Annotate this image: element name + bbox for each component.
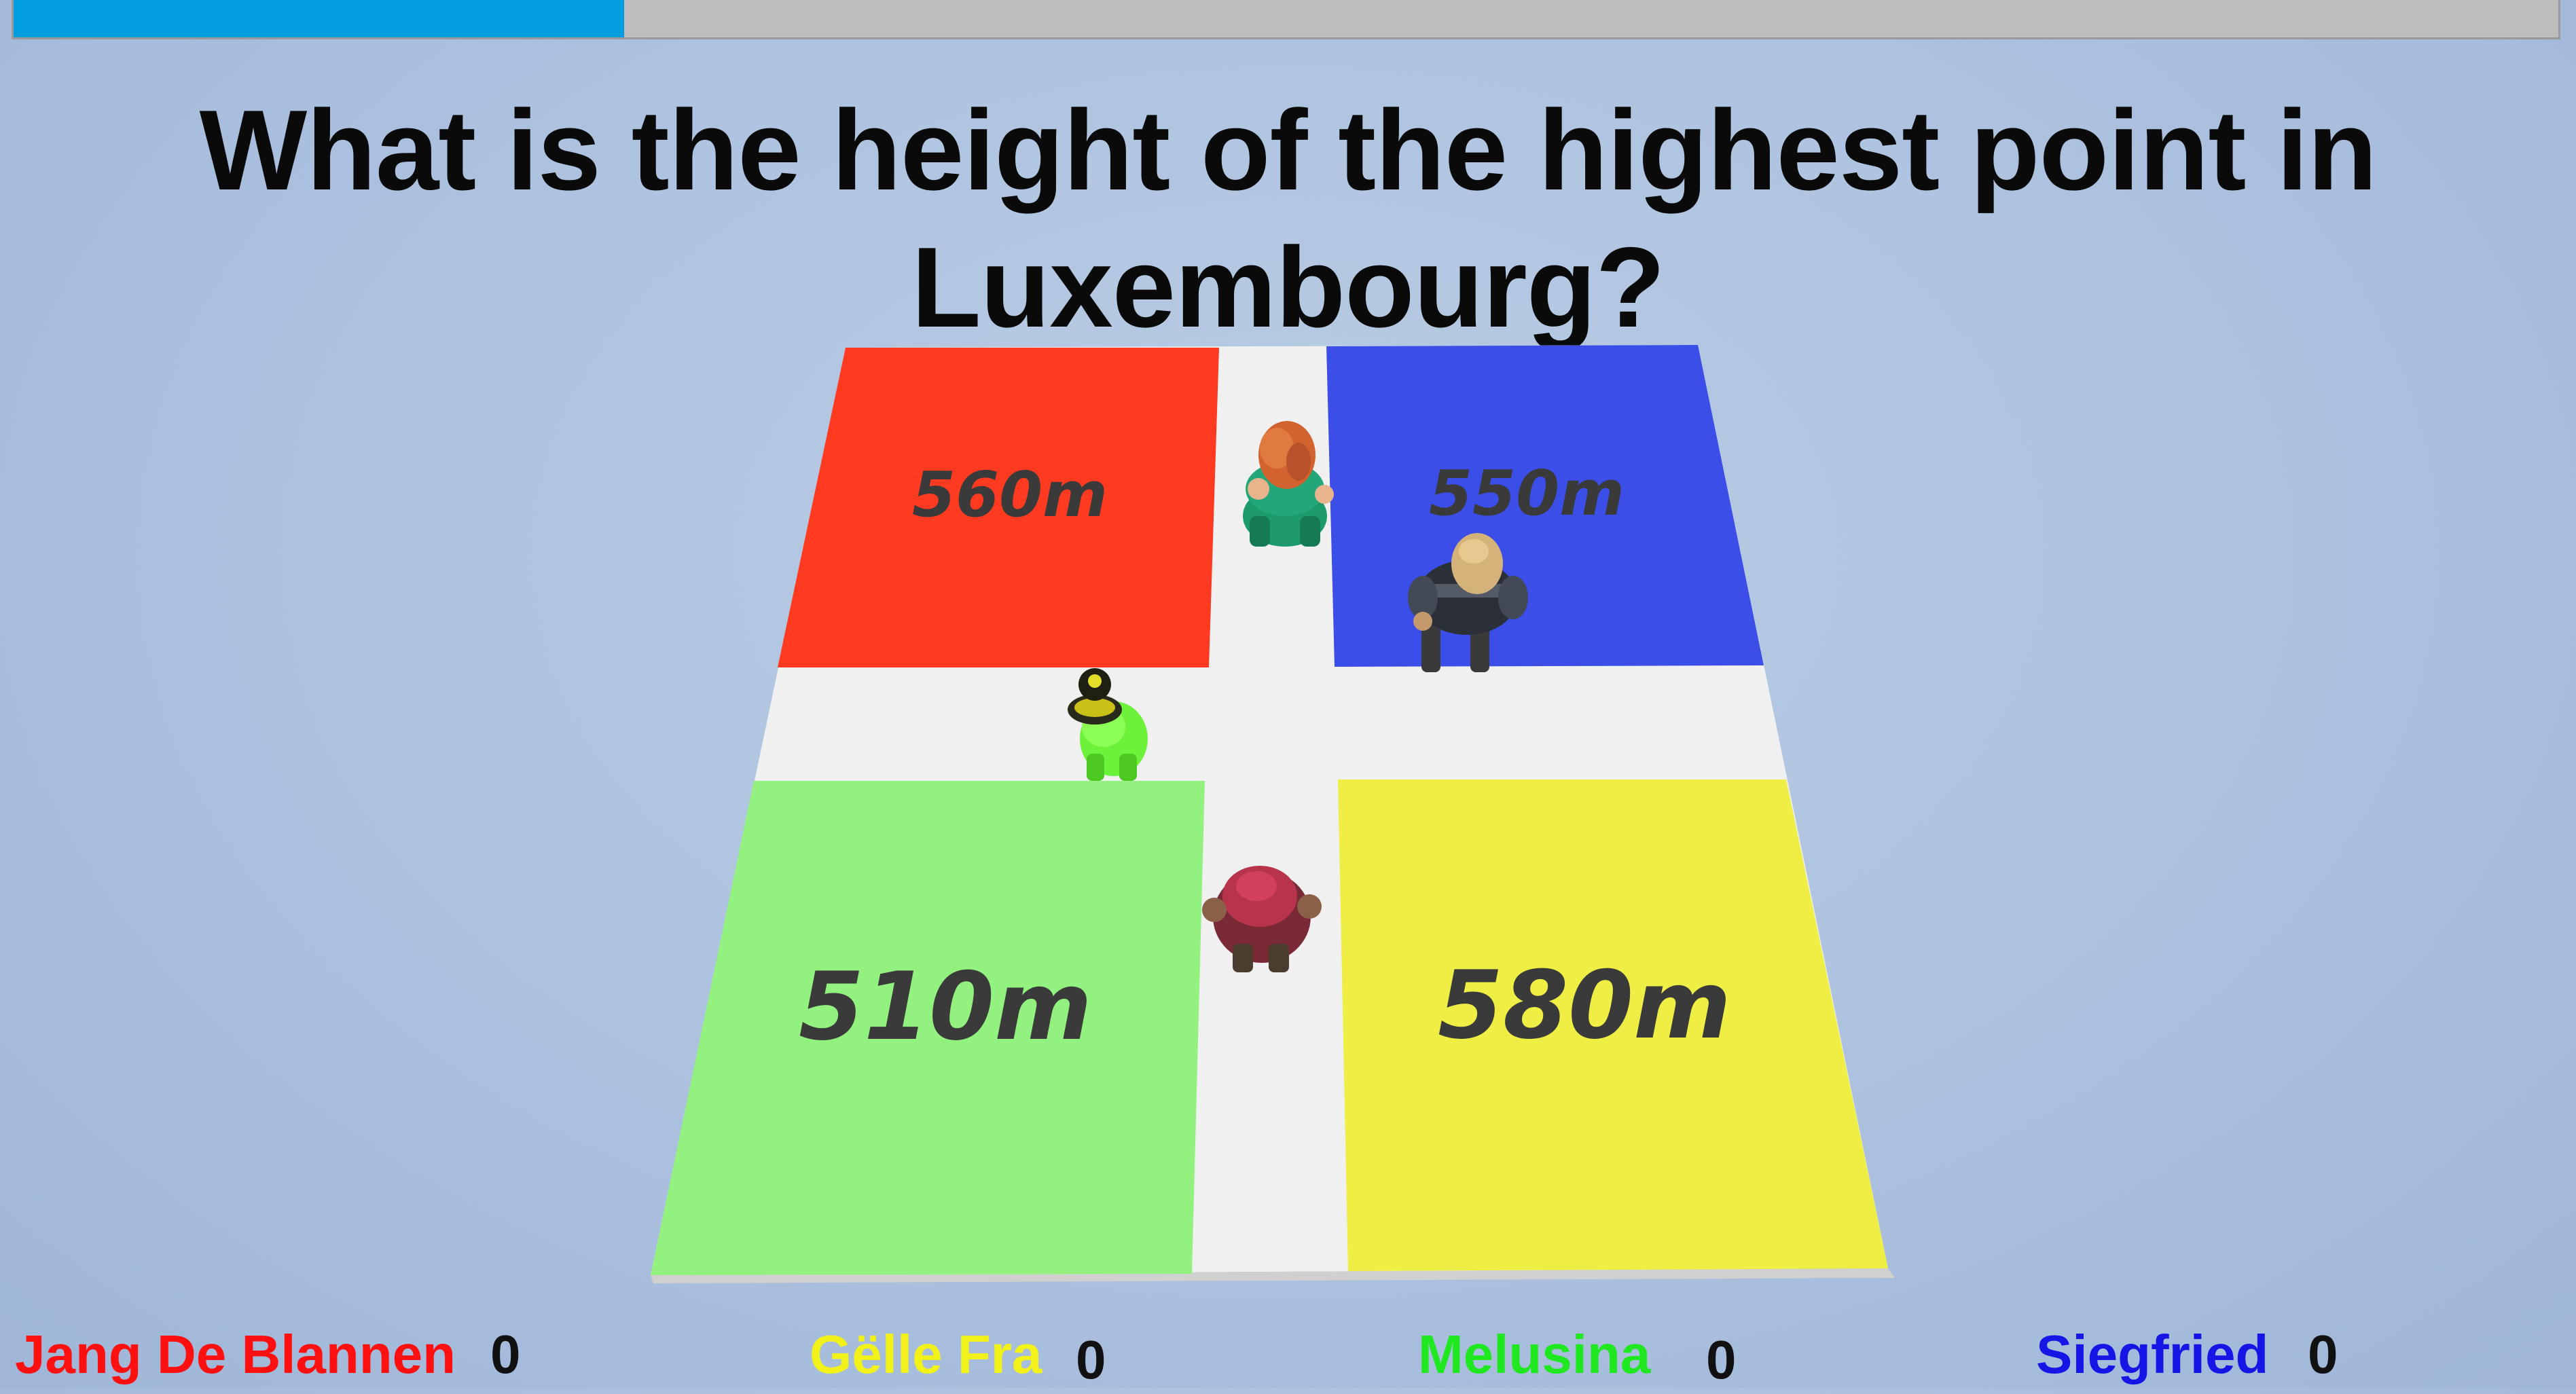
- player-character-bald: [1408, 533, 1528, 672]
- player-character-redhead: [1243, 421, 1334, 547]
- player-score: 0: [2308, 1324, 2338, 1384]
- answer-label-bottom-left: 510m: [799, 952, 1092, 1061]
- answer-label-bottom-right: 580m: [1438, 951, 1731, 1060]
- player-score: 0: [490, 1324, 521, 1384]
- round-timer-fill: [14, 0, 625, 37]
- answer-square-top-left[interactable]: [778, 348, 1219, 667]
- player-name: Jang De Blannen: [15, 1324, 456, 1384]
- question-text: What is the height of the highest point …: [199, 86, 2378, 351]
- scoreboard: Jang De Blannen 0 Gëlle Fra 0 Melusina 0…: [0, 1321, 2576, 1390]
- answer-label-top-left: 560m: [912, 458, 1108, 531]
- player-character-red-cloak: [1202, 866, 1322, 972]
- answer-square-bottom-right[interactable]: [1338, 779, 1888, 1271]
- player-score: 0: [1706, 1329, 1737, 1390]
- player-name: Siegfried: [2036, 1324, 2269, 1384]
- answer-square-bottom-left[interactable]: [651, 781, 1205, 1275]
- player-score: 0: [1076, 1329, 1106, 1390]
- player-character-green: [1068, 668, 1148, 781]
- player-name: Gëlle Fra: [810, 1324, 1042, 1384]
- round-timer-bar: [12, 0, 2560, 39]
- board-edge: [651, 1268, 1895, 1283]
- answer-label-top-right: 550m: [1429, 457, 1625, 530]
- player-name: Melusina: [1418, 1324, 1651, 1384]
